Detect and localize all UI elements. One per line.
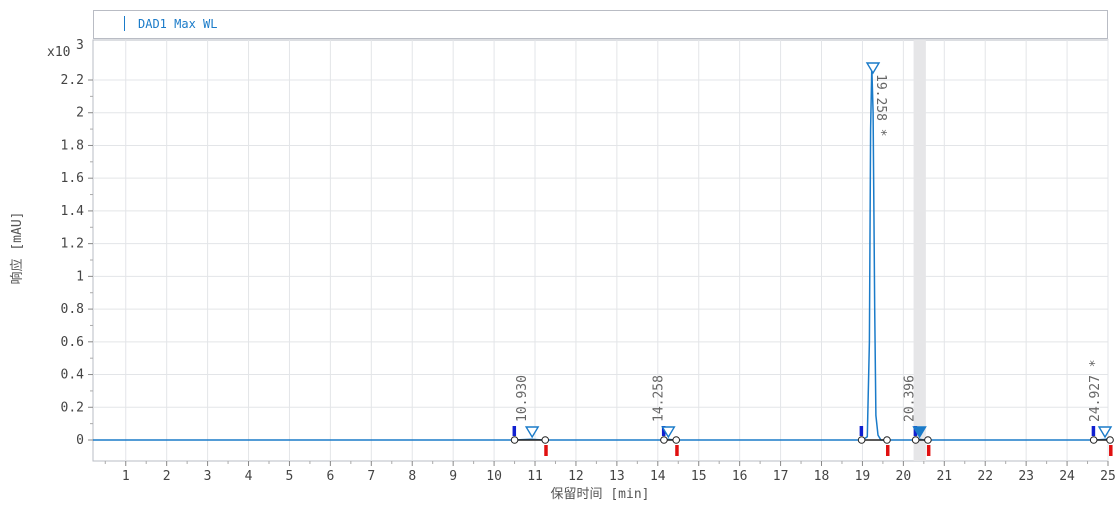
peak-end-marker (544, 445, 548, 456)
peak-end-point[interactable] (924, 436, 932, 444)
peak-end-point[interactable] (541, 436, 550, 444)
y-tick-label: 1.8 (61, 138, 84, 153)
y-tick-label: 1.6 (61, 171, 84, 186)
x-tick-label: 6 (326, 469, 334, 484)
x-tick-label: 5 (286, 469, 294, 484)
peak-label: 14.258 (651, 375, 666, 422)
x-tick-label: 17 (773, 469, 789, 484)
y-axis-exponent: 3 (76, 38, 84, 53)
legend-series-label: DAD1 Max WL (138, 17, 218, 31)
x-tick-label: 1 (122, 469, 130, 484)
highlight-band (913, 40, 926, 461)
x-tick-label: 11 (527, 469, 543, 484)
x-tick-label: 16 (732, 469, 748, 484)
x-tick-label: 24 (1059, 469, 1075, 484)
y-axis-title: 响应 [mAU] (9, 212, 25, 285)
peak-start-marker (859, 426, 864, 436)
x-tick-label: 12 (568, 469, 584, 484)
x-tick-label: 19 (855, 469, 871, 484)
y-tick-label: 1.4 (61, 204, 85, 219)
x-axis-title: 保留时间 [min] (551, 487, 650, 502)
y-tick-label: 2 (76, 106, 84, 121)
x-tick-label: 10 (486, 469, 502, 484)
y-tick-label: 1 (76, 269, 84, 284)
x-tick-label: 14 (650, 469, 666, 484)
peak-end-point[interactable] (672, 436, 681, 444)
legend-box: DAD1 Max WL (93, 10, 1108, 39)
plot-area (92, 39, 1109, 462)
peak-start-point[interactable] (1089, 436, 1098, 444)
peak-start-point[interactable] (911, 436, 920, 444)
peak-end-marker (926, 445, 931, 456)
peak-start-point[interactable] (510, 436, 519, 444)
x-tick-label: 23 (1018, 469, 1034, 484)
peak-end-point[interactable] (1106, 436, 1114, 444)
x-tick-label: 7 (367, 469, 375, 484)
x-tick-label: 8 (408, 469, 416, 484)
y-tick-label: 0.8 (61, 302, 84, 317)
x-tick-label: 22 (977, 469, 993, 484)
peak-label: 24.927 * (1088, 359, 1103, 422)
peak-start-point[interactable] (857, 436, 866, 444)
peak-end-marker (1109, 445, 1113, 456)
peak-start-marker (512, 426, 517, 436)
x-tick-label: 4 (245, 469, 253, 484)
x-tick-label: 9 (449, 469, 457, 484)
x-tick-label: 18 (814, 469, 830, 484)
x-tick-label: 15 (691, 469, 707, 484)
peak-end-marker (675, 445, 679, 456)
y-tick-label: 1.2 (61, 237, 84, 252)
peak-apex-marker[interactable] (661, 426, 676, 439)
x-tick-label: 21 (936, 469, 952, 484)
peak-start-marker (661, 426, 666, 436)
x-tick-label: 2 (163, 469, 171, 484)
peak-end-marker (885, 445, 890, 456)
peak-label: 10.930 (515, 375, 530, 422)
peak-start-point[interactable] (660, 436, 668, 444)
peak-apex-marker[interactable] (1097, 426, 1113, 439)
peak-label: 19.258 * (873, 74, 888, 137)
peak-start-marker (1091, 426, 1096, 436)
x-tick-label: 25 (1100, 469, 1116, 484)
peak-apex-marker[interactable] (865, 62, 881, 75)
y-tick-label: 0 (76, 433, 84, 448)
y-tick-label: 0.4 (61, 368, 85, 383)
peak-apex-marker[interactable] (524, 426, 540, 439)
peak-label: 20.396 (903, 375, 918, 422)
peak-end-point[interactable] (883, 436, 891, 444)
peak-apex-marker[interactable] (912, 426, 927, 439)
legend-color-bar (124, 16, 125, 31)
y-tick-label: 2.2 (61, 73, 84, 88)
y-tick-label: 0.6 (61, 335, 84, 350)
x-tick-label: 20 (896, 469, 912, 484)
x-tick-label: 13 (609, 469, 625, 484)
x-tick-label: 3 (204, 469, 212, 484)
y-tick-label: 0.2 (61, 400, 84, 415)
y-axis-multiplier: x10 (47, 45, 70, 60)
